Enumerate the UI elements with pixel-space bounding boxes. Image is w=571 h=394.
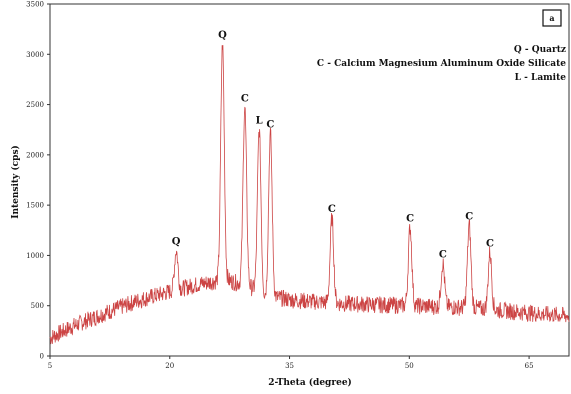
plot-frame: [49, 3, 570, 357]
peak-label: C: [328, 204, 336, 215]
xrd-pattern-line: [49, 45, 570, 345]
y-tick-label: 1500: [26, 202, 44, 210]
y-axis-label: Intensity (cps): [10, 145, 21, 219]
x-axis-label: 2-Theta (degree): [268, 377, 352, 388]
legend-entry-quartz: Q - Quartz: [514, 45, 566, 55]
peak-label: C: [406, 213, 414, 224]
panel-label-box: [542, 9, 562, 27]
peak-label: C: [266, 120, 274, 131]
x-tick-label: 65: [525, 362, 534, 370]
peak-label: C: [486, 238, 494, 249]
peak-label: Q: [172, 236, 181, 247]
x-tick-label: 5: [48, 362, 52, 370]
x-axis-ticks: 5 20 35 50 65: [48, 356, 534, 370]
x-tick-label: 50: [405, 362, 414, 370]
x-tick-label: 20: [165, 362, 174, 370]
legend-entry-calcium: C - Calcium Magnesium Aluminum Oxide Sil…: [317, 59, 566, 69]
y-tick-label: 3500: [26, 1, 44, 9]
y-tick-label: 2500: [26, 101, 44, 109]
y-tick-label: 1000: [26, 252, 44, 260]
peak-label: C: [439, 249, 447, 260]
y-tick-label: 3000: [26, 51, 44, 59]
y-tick-label: 0: [40, 353, 44, 361]
panel-label: a: [549, 13, 554, 23]
peak-label: C: [465, 211, 473, 222]
y-axis-ticks: 0 500 1000 1500 2000 2500 3000 3500: [26, 1, 50, 361]
legend-entry-lamite: L - Lamite: [515, 73, 567, 83]
x-tick-label: 35: [285, 362, 294, 370]
peak-label: C: [241, 94, 249, 105]
y-tick-label: 500: [31, 302, 44, 310]
peak-label: L: [256, 116, 263, 127]
y-tick-label: 2000: [26, 151, 44, 159]
peak-label: Q: [218, 30, 227, 41]
